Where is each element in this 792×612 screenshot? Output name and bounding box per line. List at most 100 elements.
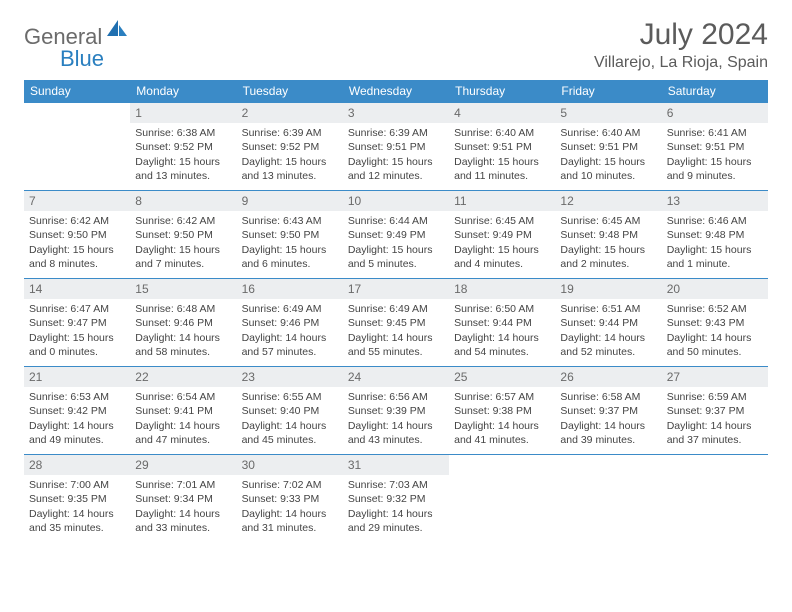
- weekday-header: Monday: [130, 80, 236, 103]
- day-content: Sunrise: 6:41 AMSunset: 9:51 PMDaylight:…: [662, 123, 768, 187]
- weekday-header: Thursday: [449, 80, 555, 103]
- calendar-cell: 29Sunrise: 7:01 AMSunset: 9:34 PMDayligh…: [130, 455, 236, 543]
- day-number: 20: [662, 279, 768, 299]
- day-content: Sunrise: 6:52 AMSunset: 9:43 PMDaylight:…: [662, 299, 768, 363]
- weekday-header: Saturday: [662, 80, 768, 103]
- calendar-cell: 27Sunrise: 6:59 AMSunset: 9:37 PMDayligh…: [662, 367, 768, 455]
- day-content: Sunrise: 6:49 AMSunset: 9:45 PMDaylight:…: [343, 299, 449, 363]
- calendar-cell: 25Sunrise: 6:57 AMSunset: 9:38 PMDayligh…: [449, 367, 555, 455]
- day-content: Sunrise: 6:54 AMSunset: 9:41 PMDaylight:…: [130, 387, 236, 451]
- calendar-cell: ..: [555, 455, 661, 543]
- day-content: Sunrise: 6:45 AMSunset: 9:49 PMDaylight:…: [449, 211, 555, 275]
- day-number: 6: [662, 103, 768, 123]
- day-content: Sunrise: 7:01 AMSunset: 9:34 PMDaylight:…: [130, 475, 236, 539]
- day-number: 8: [130, 191, 236, 211]
- calendar-cell: 14Sunrise: 6:47 AMSunset: 9:47 PMDayligh…: [24, 279, 130, 367]
- calendar-cell: 30Sunrise: 7:02 AMSunset: 9:33 PMDayligh…: [237, 455, 343, 543]
- calendar-cell: 24Sunrise: 6:56 AMSunset: 9:39 PMDayligh…: [343, 367, 449, 455]
- title-block: July 2024 Villarejo, La Rioja, Spain: [594, 18, 768, 72]
- day-content: Sunrise: 6:53 AMSunset: 9:42 PMDaylight:…: [24, 387, 130, 451]
- calendar-cell: 21Sunrise: 6:53 AMSunset: 9:42 PMDayligh…: [24, 367, 130, 455]
- month-title: July 2024: [594, 18, 768, 52]
- day-content: Sunrise: 6:59 AMSunset: 9:37 PMDaylight:…: [662, 387, 768, 451]
- calendar-head: SundayMondayTuesdayWednesdayThursdayFrid…: [24, 80, 768, 103]
- day-content: Sunrise: 6:38 AMSunset: 9:52 PMDaylight:…: [130, 123, 236, 187]
- day-number: 15: [130, 279, 236, 299]
- day-number: 29: [130, 455, 236, 475]
- calendar-cell: 28Sunrise: 7:00 AMSunset: 9:35 PMDayligh…: [24, 455, 130, 543]
- day-content: Sunrise: 6:43 AMSunset: 9:50 PMDaylight:…: [237, 211, 343, 275]
- day-number: 27: [662, 367, 768, 387]
- calendar-cell: 31Sunrise: 7:03 AMSunset: 9:32 PMDayligh…: [343, 455, 449, 543]
- day-content: Sunrise: 6:57 AMSunset: 9:38 PMDaylight:…: [449, 387, 555, 451]
- day-number: 26: [555, 367, 661, 387]
- day-content: Sunrise: 7:03 AMSunset: 9:32 PMDaylight:…: [343, 475, 449, 539]
- calendar-cell: ..: [449, 455, 555, 543]
- calendar-body: ..1Sunrise: 6:38 AMSunset: 9:52 PMDaylig…: [24, 103, 768, 543]
- day-content: Sunrise: 6:49 AMSunset: 9:46 PMDaylight:…: [237, 299, 343, 363]
- day-number: 28: [24, 455, 130, 475]
- weekday-header: Tuesday: [237, 80, 343, 103]
- logo-line2: Blue: [24, 46, 104, 72]
- calendar-cell: 13Sunrise: 6:46 AMSunset: 9:48 PMDayligh…: [662, 191, 768, 279]
- day-content: Sunrise: 6:56 AMSunset: 9:39 PMDaylight:…: [343, 387, 449, 451]
- weekday-header: Friday: [555, 80, 661, 103]
- day-number: 25: [449, 367, 555, 387]
- calendar-cell: 1Sunrise: 6:38 AMSunset: 9:52 PMDaylight…: [130, 103, 236, 191]
- calendar-cell: 17Sunrise: 6:49 AMSunset: 9:45 PMDayligh…: [343, 279, 449, 367]
- calendar-cell: 23Sunrise: 6:55 AMSunset: 9:40 PMDayligh…: [237, 367, 343, 455]
- calendar-cell: 4Sunrise: 6:40 AMSunset: 9:51 PMDaylight…: [449, 103, 555, 191]
- calendar-cell: ..: [662, 455, 768, 543]
- day-number: 17: [343, 279, 449, 299]
- location: Villarejo, La Rioja, Spain: [594, 54, 768, 72]
- calendar-cell: 3Sunrise: 6:39 AMSunset: 9:51 PMDaylight…: [343, 103, 449, 191]
- calendar-cell: 5Sunrise: 6:40 AMSunset: 9:51 PMDaylight…: [555, 103, 661, 191]
- weekday-header: Sunday: [24, 80, 130, 103]
- day-number: 23: [237, 367, 343, 387]
- weekday-header: Wednesday: [343, 80, 449, 103]
- header: General July 2024 Villarejo, La Rioja, S…: [24, 18, 768, 72]
- day-content: Sunrise: 6:39 AMSunset: 9:51 PMDaylight:…: [343, 123, 449, 187]
- day-number: 10: [343, 191, 449, 211]
- day-number: 5: [555, 103, 661, 123]
- day-number: 19: [555, 279, 661, 299]
- day-content: Sunrise: 6:42 AMSunset: 9:50 PMDaylight:…: [24, 211, 130, 275]
- day-content: Sunrise: 6:42 AMSunset: 9:50 PMDaylight:…: [130, 211, 236, 275]
- calendar-cell: 15Sunrise: 6:48 AMSunset: 9:46 PMDayligh…: [130, 279, 236, 367]
- calendar-cell: 22Sunrise: 6:54 AMSunset: 9:41 PMDayligh…: [130, 367, 236, 455]
- day-content: Sunrise: 6:47 AMSunset: 9:47 PMDaylight:…: [24, 299, 130, 363]
- logo-text-blue: Blue: [60, 46, 104, 71]
- day-number: 7: [24, 191, 130, 211]
- day-number: 4: [449, 103, 555, 123]
- day-number: 18: [449, 279, 555, 299]
- day-number: 14: [24, 279, 130, 299]
- day-content: Sunrise: 6:45 AMSunset: 9:48 PMDaylight:…: [555, 211, 661, 275]
- day-number: 3: [343, 103, 449, 123]
- calendar-table: SundayMondayTuesdayWednesdayThursdayFrid…: [24, 80, 768, 543]
- day-number: 30: [237, 455, 343, 475]
- calendar-cell: 26Sunrise: 6:58 AMSunset: 9:37 PMDayligh…: [555, 367, 661, 455]
- calendar-cell: ..: [24, 103, 130, 191]
- calendar-cell: 9Sunrise: 6:43 AMSunset: 9:50 PMDaylight…: [237, 191, 343, 279]
- day-content: Sunrise: 7:02 AMSunset: 9:33 PMDaylight:…: [237, 475, 343, 539]
- day-number: 13: [662, 191, 768, 211]
- day-number: 1: [130, 103, 236, 123]
- day-number: 11: [449, 191, 555, 211]
- day-number: 21: [24, 367, 130, 387]
- day-number: 22: [130, 367, 236, 387]
- day-content: Sunrise: 6:55 AMSunset: 9:40 PMDaylight:…: [237, 387, 343, 451]
- day-content: Sunrise: 7:00 AMSunset: 9:35 PMDaylight:…: [24, 475, 130, 539]
- day-number: 12: [555, 191, 661, 211]
- day-number: 9: [237, 191, 343, 211]
- calendar-cell: 16Sunrise: 6:49 AMSunset: 9:46 PMDayligh…: [237, 279, 343, 367]
- day-content: Sunrise: 6:44 AMSunset: 9:49 PMDaylight:…: [343, 211, 449, 275]
- day-content: Sunrise: 6:40 AMSunset: 9:51 PMDaylight:…: [449, 123, 555, 187]
- day-number: 16: [237, 279, 343, 299]
- calendar-cell: 18Sunrise: 6:50 AMSunset: 9:44 PMDayligh…: [449, 279, 555, 367]
- day-content: Sunrise: 6:46 AMSunset: 9:48 PMDaylight:…: [662, 211, 768, 275]
- calendar-cell: 10Sunrise: 6:44 AMSunset: 9:49 PMDayligh…: [343, 191, 449, 279]
- day-number: 24: [343, 367, 449, 387]
- day-content: Sunrise: 6:58 AMSunset: 9:37 PMDaylight:…: [555, 387, 661, 451]
- calendar-cell: 8Sunrise: 6:42 AMSunset: 9:50 PMDaylight…: [130, 191, 236, 279]
- day-content: Sunrise: 6:50 AMSunset: 9:44 PMDaylight:…: [449, 299, 555, 363]
